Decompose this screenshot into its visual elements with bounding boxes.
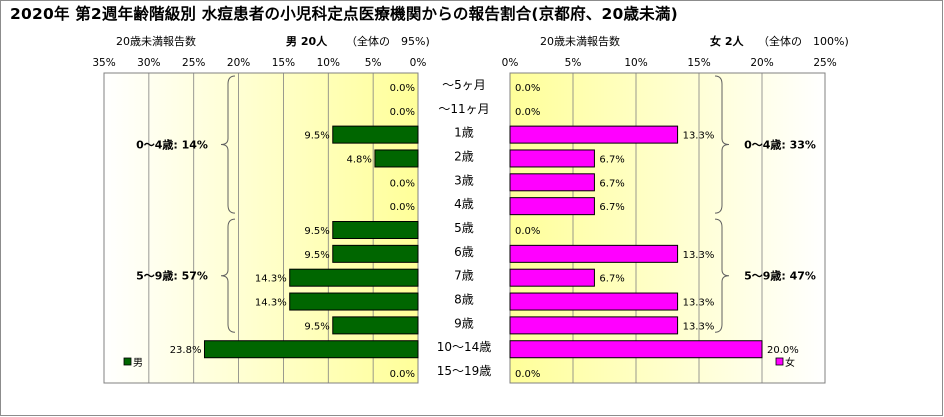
female-bar — [509, 149, 595, 168]
female-bar — [509, 125, 679, 144]
male-data-label: 0.0% — [390, 178, 415, 189]
female-data-label: 6.7% — [599, 178, 624, 189]
male-data-label: 14.3% — [255, 298, 287, 309]
male-data-label: 0.0% — [390, 202, 415, 213]
female-data-label: 0.0% — [515, 83, 540, 94]
male-x-tick-label: 30% — [137, 57, 160, 69]
chart-title: 2020年 第2週年齢階級別 水痘患者の小児科定点医療機関からの報告割合(京都府… — [10, 5, 678, 23]
male-bar — [289, 268, 419, 287]
female-x-tick-label: 25% — [813, 57, 836, 69]
female-age-group-label: 0～4歳: 33% — [744, 138, 816, 152]
male-x-tick-label: 35% — [92, 57, 115, 69]
age-category-label: 5歳 — [454, 221, 474, 235]
female-data-label: 20.0% — [767, 345, 799, 356]
age-category-label: 7歳 — [454, 269, 474, 283]
female-data-label: 6.7% — [599, 154, 624, 165]
female-age-group-label: 5～9歳: 47% — [744, 269, 816, 283]
male-bar — [374, 149, 419, 168]
male-data-label: 0.0% — [390, 107, 415, 118]
male-age-group-label: 5～9歳: 57% — [136, 269, 208, 283]
age-category-label: 3歳 — [454, 173, 474, 187]
male-bar — [332, 125, 419, 144]
age-category-label: ～5ヶ月 — [442, 78, 486, 92]
female-data-label: 0.0% — [515, 107, 540, 118]
male-data-label: 9.5% — [304, 226, 329, 237]
left-sex-count: 男 20人 — [286, 35, 328, 48]
female-x-tick-label: 5% — [565, 57, 582, 69]
female-bar — [509, 292, 679, 311]
female-data-label: 6.7% — [599, 202, 624, 213]
male-data-label: 23.8% — [170, 345, 202, 356]
right-axis-title: 20歳未満報告数 — [540, 35, 620, 48]
right-share: （全体の 100%) — [758, 35, 849, 48]
male-data-label: 9.5% — [304, 321, 329, 332]
age-category-label: 2歳 — [454, 149, 474, 163]
female-x-tick-label: 10% — [624, 57, 647, 69]
female-x-tick-label: 15% — [687, 57, 710, 69]
female-bar — [509, 340, 763, 359]
female-data-label: 13.3% — [683, 250, 715, 261]
male-age-group-brace — [220, 218, 236, 333]
male-bar — [332, 316, 419, 335]
female-bar — [509, 268, 595, 287]
male-data-label: 9.5% — [304, 250, 329, 261]
female-bar — [509, 197, 595, 216]
male-data-label: 14.3% — [255, 274, 287, 285]
female-data-label: 13.3% — [683, 131, 715, 142]
male-age-group-label: 0～4歳: 14% — [136, 138, 208, 152]
female-data-label: 0.0% — [515, 226, 540, 237]
male-data-label: 0.0% — [390, 369, 415, 380]
male-x-tick-label: 0% — [410, 57, 427, 69]
female-data-label: 13.3% — [683, 298, 715, 309]
age-category-label: 1歳 — [454, 126, 474, 140]
male-age-group-brace — [220, 75, 236, 214]
age-category-label: 10～14歳 — [437, 340, 492, 354]
age-category-label: 4歳 — [454, 197, 474, 211]
male-data-label: 0.0% — [390, 83, 415, 94]
female-bar — [509, 316, 679, 335]
female-bar — [509, 173, 595, 192]
age-category-label: 6歳 — [454, 245, 474, 259]
age-category-label: 8歳 — [454, 293, 474, 307]
male-x-tick-label: 10% — [317, 57, 340, 69]
age-category-label: ～11ヶ月 — [438, 102, 489, 116]
female-bar — [509, 244, 679, 263]
left-share: （全体の 95%) — [346, 35, 430, 48]
female-x-tick-label: 20% — [750, 57, 773, 69]
male-legend-swatch — [123, 357, 132, 366]
male-bar — [332, 221, 419, 239]
female-data-label: 6.7% — [599, 274, 624, 285]
male-legend-label: 男 — [133, 357, 143, 369]
right-sex-count: 女 2人 — [710, 35, 744, 48]
female-age-group-brace — [714, 75, 730, 214]
female-data-label: 13.3% — [683, 321, 715, 332]
age-category-label: 15～19歳 — [437, 364, 492, 378]
male-x-tick-label: 20% — [227, 57, 250, 69]
age-category-label: 9歳 — [454, 316, 474, 330]
male-x-tick-label: 15% — [272, 57, 295, 69]
female-legend-label: 女 — [785, 356, 795, 369]
male-x-tick-label: 25% — [182, 57, 205, 69]
female-data-label: 0.0% — [515, 369, 540, 380]
male-bar — [289, 292, 419, 311]
male-data-label: 9.5% — [304, 131, 329, 142]
left-axis-title: 20歳未満報告数 — [116, 35, 196, 48]
female-x-tick-label: 0% — [502, 57, 519, 69]
female-legend-swatch — [775, 357, 784, 366]
male-bar — [332, 244, 419, 263]
male-bar — [203, 340, 419, 359]
female-age-group-brace — [714, 218, 730, 333]
female-plot-area — [509, 72, 826, 384]
male-data-label: 4.8% — [347, 154, 372, 165]
male-x-tick-label: 5% — [365, 57, 382, 69]
